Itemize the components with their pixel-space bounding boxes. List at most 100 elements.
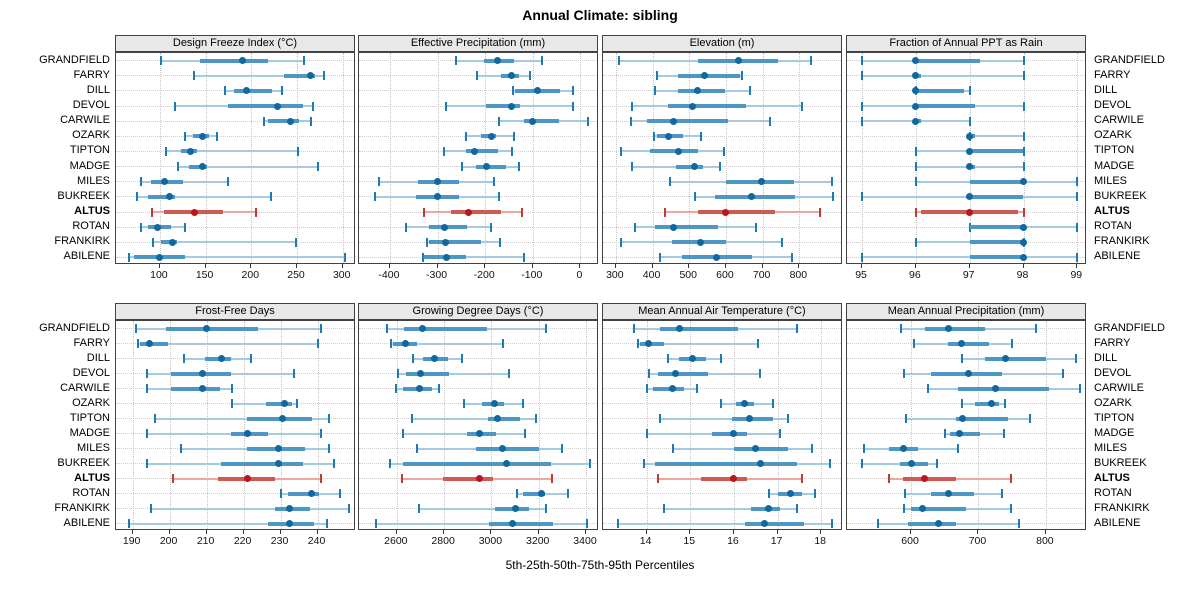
median-dot [166,193,174,201]
cap-5th [463,399,466,408]
iqr-band [969,225,1024,230]
cap-95th [544,324,547,333]
axis-tick-label: 210 [196,535,215,547]
row-gridline [603,166,841,168]
station-label-left: DEVOL [72,366,110,379]
iqr-band [701,476,747,481]
iqr-band [402,461,551,466]
cap-95th [1078,384,1081,393]
cap-95th [828,459,831,468]
cap-5th [633,222,636,232]
cap-95th [347,504,350,513]
cap-95th [813,489,816,498]
cap-95th [1022,146,1025,156]
cap-95th [1004,399,1007,408]
station-label-left: CARWILE [60,381,110,394]
range-5th-95th [422,256,525,259]
axis-tick-label: -300 [426,269,448,281]
cap-95th [523,429,526,438]
cap-5th [394,384,397,393]
axis-tick [484,264,486,268]
median-dot [688,355,696,362]
median-dot [765,505,773,512]
median-dot [912,117,920,125]
vertical-gridline [538,321,540,529]
cap-95th [502,339,505,348]
median-dot [712,253,720,261]
station-label-right: GRANDFIELD [1094,53,1165,66]
iqr-band [698,210,775,214]
iqr-band [221,461,303,466]
axis-tick [1044,530,1046,534]
panel [358,52,598,264]
axis-tick-label: 220 [233,535,252,547]
median-dot [431,355,439,362]
station-label-left: ROTAN [72,486,110,499]
axis-tick-label: 300 [606,269,624,281]
median-dot [419,325,427,332]
vertical-gridline [251,53,253,263]
axis-tick-label: 95 [855,269,867,281]
vertical-gridline [485,53,487,263]
vertical-gridline [969,53,971,263]
station-label-right: ABILENE [1094,516,1141,529]
median-dot [441,238,449,246]
cap-95th [801,101,804,111]
cap-5th [629,116,632,126]
iqr-band [265,401,292,406]
axis-tick-label: 98 [1016,269,1029,281]
cap-5th [656,474,659,483]
axis-tick-label: 18 [814,535,827,547]
median-dot [153,223,161,231]
cap-95th [1022,101,1025,111]
cap-5th [146,369,149,378]
axis-tick [490,530,492,534]
iqr-band [267,119,299,124]
median-dot [748,193,756,201]
cap-5th [914,146,917,156]
panel-header: Growing Degree Days (°C) [358,303,598,320]
axis-tick [761,264,763,268]
axis-tick [296,264,298,268]
vertical-gridline [169,321,171,529]
station-label-left: ABILENE [63,250,110,263]
axis-tick [158,264,160,268]
axis-tick [1022,264,1024,268]
station-label-left: DILL [86,83,110,96]
vertical-gridline [396,321,398,529]
row-gridline [359,388,597,389]
cap-5th [165,146,168,156]
cap-95th [830,177,833,187]
median-dot [730,430,738,437]
cap-5th [405,222,408,232]
cap-95th [800,474,803,483]
axis-tick-label: 700 [968,535,987,547]
cap-95th [968,116,971,126]
axis-tick [968,264,970,268]
cap-95th [327,444,330,453]
median-dot [191,208,199,216]
cap-5th [465,131,468,141]
row-gridline [359,358,597,359]
axis-tick [689,530,691,534]
median-dot [752,445,760,452]
vertical-gridline [862,53,864,263]
vertical-gridline [821,321,823,529]
panel [846,320,1086,530]
cap-95th [489,222,492,232]
cap-95th [540,56,543,66]
cap-5th [913,339,916,348]
panel-header: Frost-Free Days [115,303,355,320]
panel [115,52,355,264]
median-dot [912,72,920,80]
cap-5th [667,354,670,363]
vertical-gridline [159,53,161,263]
median-dot [537,490,545,497]
iqr-band [654,225,719,230]
median-dot [278,415,286,422]
panel-header: Design Freeze Index (°C) [115,35,355,52]
median-dot [274,102,282,110]
cap-95th [588,459,591,468]
axis-tick [531,264,533,268]
